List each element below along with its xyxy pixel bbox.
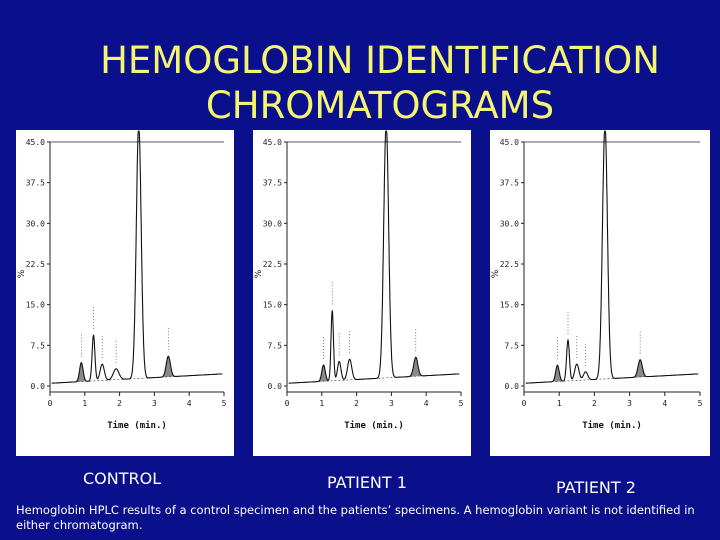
y-axis-label: % [254, 269, 264, 278]
x-tick-label: 1 [319, 399, 324, 408]
chromatogram-trace [288, 130, 460, 384]
caption-patient-2: PATIENT 2 [556, 478, 636, 497]
x-tick-label: 5 [459, 399, 464, 408]
chromatogram-trace [51, 130, 223, 384]
y-tick-label: 0.0 [505, 382, 520, 391]
chromatogram-patient-1: 0.0 7.5 15.0 22.5 30.0 37.5 45.0 0 1 2 3 4 5 Time (mi… [253, 130, 471, 456]
y-tick-label: 37.5 [500, 179, 519, 188]
y-tick-label: 22.5 [263, 260, 282, 269]
y-tick-label: 0.0 [31, 382, 46, 391]
x-axis-label: Time (min.) [582, 420, 642, 431]
x-tick-label: 0 [285, 399, 290, 408]
chromatogram-patient-2: 0.0 7.5 15.0 22.5 30.0 37.5 45.0 0 1 2 3 4 5 Time (mi… [490, 130, 710, 456]
x-tick-label: 3 [389, 399, 394, 408]
x-tick-label: 4 [662, 399, 667, 408]
y-tick-label: 45.0 [26, 138, 45, 147]
y-tick-label: 45.0 [500, 138, 519, 147]
y-tick-label: 0.0 [268, 382, 283, 391]
y-axis-label: % [491, 269, 501, 278]
y-tick-label: 37.5 [263, 179, 282, 188]
x-tick-label: 4 [424, 399, 429, 408]
title-line-2: CHROMATOGRAMS [205, 84, 555, 127]
x-tick-label: 1 [82, 399, 87, 408]
y-tick-label: 22.5 [26, 260, 45, 269]
x-axis-label: Time (min.) [107, 420, 167, 431]
x-tick-label: 2 [354, 399, 359, 408]
footnote: Hemoglobin HPLC results of a control spe… [16, 503, 695, 532]
y-tick-label: 15.0 [263, 301, 282, 310]
chromatogram-trace [525, 130, 699, 384]
x-axis-label: Time (min.) [344, 420, 404, 431]
y-tick-label: 7.5 [268, 341, 283, 350]
chromatogram-svg: 0.0 7.5 15.0 22.5 30.0 37.5 45.0 0 1 2 3 4 5 Time (mi… [491, 130, 703, 431]
x-tick-label: 2 [592, 399, 597, 408]
chromatogram-svg: 0.0 7.5 15.0 22.5 30.0 37.5 45.0 0 1 2 3 4 5 Time (mi… [254, 130, 464, 431]
caption-patient-1: PATIENT 1 [327, 473, 407, 492]
chromatogram-control: 0.0 7.5 15.0 22.5 30.0 37.5 45.0 0 1 2 3 4 5 Time (mi… [16, 130, 234, 456]
y-tick-label: 15.0 [26, 301, 45, 310]
y-tick-label: 30.0 [500, 219, 519, 228]
y-axis-label: % [17, 269, 27, 278]
chromatogram-svg: 0.0 7.5 15.0 22.5 30.0 37.5 45.0 0 1 2 3 4 5 Time (mi… [17, 130, 227, 431]
x-tick-label: 3 [152, 399, 157, 408]
x-tick-label: 0 [522, 399, 527, 408]
y-tick-label: 22.5 [500, 260, 519, 269]
x-tick-label: 5 [698, 399, 703, 408]
slide-title: HEMOGLOBIN IDENTIFICATION CHROMATOGRAMS [0, 38, 720, 128]
x-tick-label: 2 [117, 399, 122, 408]
y-tick-label: 15.0 [500, 301, 519, 310]
caption-control: CONTROL [83, 469, 162, 488]
x-tick-label: 3 [627, 399, 632, 408]
x-tick-label: 1 [557, 399, 562, 408]
x-tick-label: 0 [48, 399, 53, 408]
y-tick-label: 37.5 [26, 179, 45, 188]
y-tick-label: 30.0 [263, 219, 282, 228]
title-line-1: HEMOGLOBIN IDENTIFICATION [100, 39, 660, 82]
x-tick-label: 4 [187, 399, 192, 408]
x-tick-label: 5 [222, 399, 227, 408]
y-tick-label: 45.0 [263, 138, 282, 147]
y-tick-label: 7.5 [31, 341, 46, 350]
y-tick-label: 30.0 [26, 219, 45, 228]
y-tick-label: 7.5 [505, 341, 520, 350]
